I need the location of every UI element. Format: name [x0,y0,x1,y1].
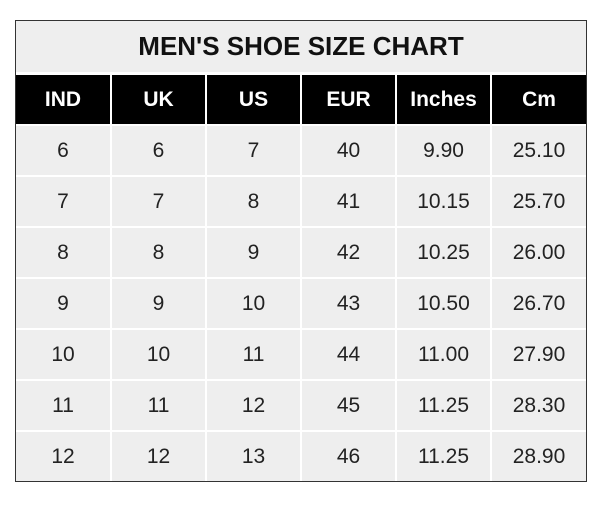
table-cell: 45 [300,379,397,432]
table-row: 8 8 9 42 10.25 26.00 [16,226,586,279]
table-cell: 40 [300,124,397,177]
table-cell: 9 [16,277,112,330]
table-cell: 9 [110,277,207,330]
table-row: 7 7 8 41 10.15 25.70 [16,175,586,228]
table-cell: 46 [300,430,397,481]
table-row: 9 9 10 43 10.50 26.70 [16,277,586,330]
table-row: 11 11 12 45 11.25 28.30 [16,379,586,432]
table-cell: 26.70 [490,277,586,330]
table-cell: 6 [16,124,112,177]
table-cell: 9.90 [395,124,492,177]
table-cell: 10 [205,277,302,330]
table-row: 6 6 7 40 9.90 25.10 [16,124,586,177]
header-row: IND UK US EUR Inches Cm [16,73,586,126]
chart-title: MEN'S SHOE SIZE CHART [16,21,586,73]
table-cell: 41 [300,175,397,228]
table-cell: 6 [110,124,207,177]
table-cell: 11.25 [395,379,492,432]
column-header: IND [16,73,112,126]
table-row: 10 10 11 44 11.00 27.90 [16,328,586,381]
table-cell: 8 [16,226,112,279]
table-cell: 12 [110,430,207,481]
table-cell: 13 [205,430,302,481]
table-cell: 28.30 [490,379,586,432]
table-cell: 27.90 [490,328,586,381]
table-cell: 11.00 [395,328,492,381]
table-cell: 44 [300,328,397,381]
table-cell: 10 [110,328,207,381]
column-header: EUR [300,73,397,126]
table-cell: 25.70 [490,175,586,228]
table-cell: 11 [205,328,302,381]
column-header: Cm [490,73,586,126]
table-cell: 10.15 [395,175,492,228]
table-cell: 12 [205,379,302,432]
table-cell: 28.90 [490,430,586,481]
table-cell: 25.10 [490,124,586,177]
table-cell: 8 [110,226,207,279]
table-cell: 12 [16,430,112,481]
table-cell: 26.00 [490,226,586,279]
table-row: 12 12 13 46 11.25 28.90 [16,430,586,481]
size-table: IND UK US EUR Inches Cm 6 6 7 40 9.90 25.10 7 7 8 41 10… [16,73,586,481]
table-cell: 7 [16,175,112,228]
table-cell: 42 [300,226,397,279]
table-cell: 7 [110,175,207,228]
table-cell: 7 [205,124,302,177]
column-header: UK [110,73,207,126]
table-cell: 11.25 [395,430,492,481]
table-cell: 11 [110,379,207,432]
table-cell: 10.25 [395,226,492,279]
column-header: US [205,73,302,126]
table-cell: 10 [16,328,112,381]
size-chart: MEN'S SHOE SIZE CHART IND UK US EUR Inches Cm… [15,20,587,482]
table-cell: 10.50 [395,277,492,330]
table-cell: 43 [300,277,397,330]
column-header: Inches [395,73,492,126]
table-cell: 11 [16,379,112,432]
table-cell: 9 [205,226,302,279]
table-cell: 8 [205,175,302,228]
